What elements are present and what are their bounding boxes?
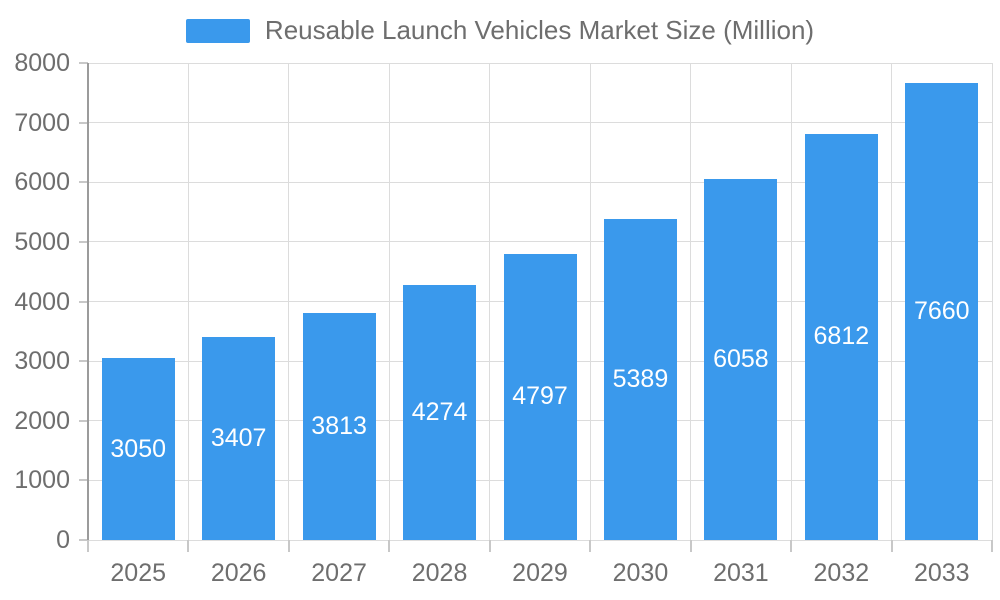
gridline-vertical — [690, 63, 692, 540]
gridline-horizontal — [88, 241, 992, 243]
gridline-vertical — [589, 63, 591, 540]
y-axis-tick — [79, 181, 88, 184]
x-axis-tick — [991, 540, 993, 552]
bar-2027 — [302, 312, 376, 540]
gridline-vertical — [891, 63, 893, 540]
x-axis-label: 2025 — [110, 559, 167, 587]
gridline-vertical — [388, 63, 390, 540]
legend-swatch — [185, 18, 250, 43]
x-axis-tick — [388, 540, 391, 552]
y-axis-label: 2000 — [14, 406, 70, 435]
y-axis-tick — [79, 360, 88, 363]
y-axis-line — [87, 63, 89, 540]
y-axis-tick — [79, 240, 88, 243]
x-axis-tick — [790, 540, 793, 552]
bar-2025 — [101, 358, 175, 540]
gridline-vertical — [790, 63, 792, 540]
gridline-vertical — [489, 63, 491, 540]
x-axis-label: 2026 — [210, 559, 267, 587]
gridline-vertical — [187, 63, 189, 540]
x-axis-label: 2030 — [612, 559, 669, 587]
bar-2032 — [804, 133, 878, 540]
bar-2030 — [603, 218, 677, 540]
x-axis-tick — [890, 540, 893, 552]
x-axis-label: 2033 — [913, 559, 970, 587]
x-axis-tick — [689, 540, 692, 552]
x-axis-label: 2029 — [512, 559, 568, 587]
x-axis-tick — [589, 540, 592, 552]
x-axis-tick — [87, 540, 89, 552]
bar-2026 — [202, 336, 276, 540]
bar-2029 — [503, 253, 577, 540]
y-axis-tick — [79, 479, 88, 482]
y-axis-tick — [79, 300, 88, 303]
gridline-horizontal — [88, 62, 992, 64]
gridline-horizontal — [88, 122, 992, 124]
y-axis-tick — [79, 539, 88, 541]
x-axis-tick — [187, 540, 190, 552]
y-axis-label: 8000 — [14, 49, 70, 77]
x-axis-label: 2028 — [411, 559, 468, 587]
bar-2028 — [403, 285, 477, 540]
bar-2033 — [905, 83, 979, 540]
y-axis-label: 6000 — [14, 168, 70, 197]
gridline-vertical — [288, 63, 290, 540]
y-axis-label: 4000 — [14, 287, 70, 316]
legend-label: Reusable Launch Vehicles Market Size (Mi… — [264, 15, 815, 45]
y-axis-tick — [79, 121, 88, 124]
x-axis-tick — [488, 540, 491, 552]
y-axis-label: 1000 — [14, 466, 70, 495]
bar-2031 — [704, 178, 778, 540]
x-axis-label: 2031 — [713, 559, 769, 587]
x-axis-label: 2027 — [311, 559, 367, 587]
gridline-horizontal — [88, 539, 992, 541]
y-axis-label: 5000 — [14, 227, 70, 256]
gridline-vertical — [991, 63, 993, 540]
y-axis-label: 0 — [56, 526, 70, 554]
gridline-horizontal — [88, 181, 992, 183]
y-axis-tick — [79, 62, 88, 64]
x-axis-label: 2032 — [813, 559, 870, 587]
y-axis-tick — [79, 419, 88, 422]
legend[interactable]: Reusable Launch Vehicles Market Size (Mi… — [0, 15, 1000, 46]
y-axis-label: 3000 — [14, 347, 70, 376]
x-axis-tick — [287, 540, 290, 552]
y-axis-label: 7000 — [14, 108, 70, 137]
